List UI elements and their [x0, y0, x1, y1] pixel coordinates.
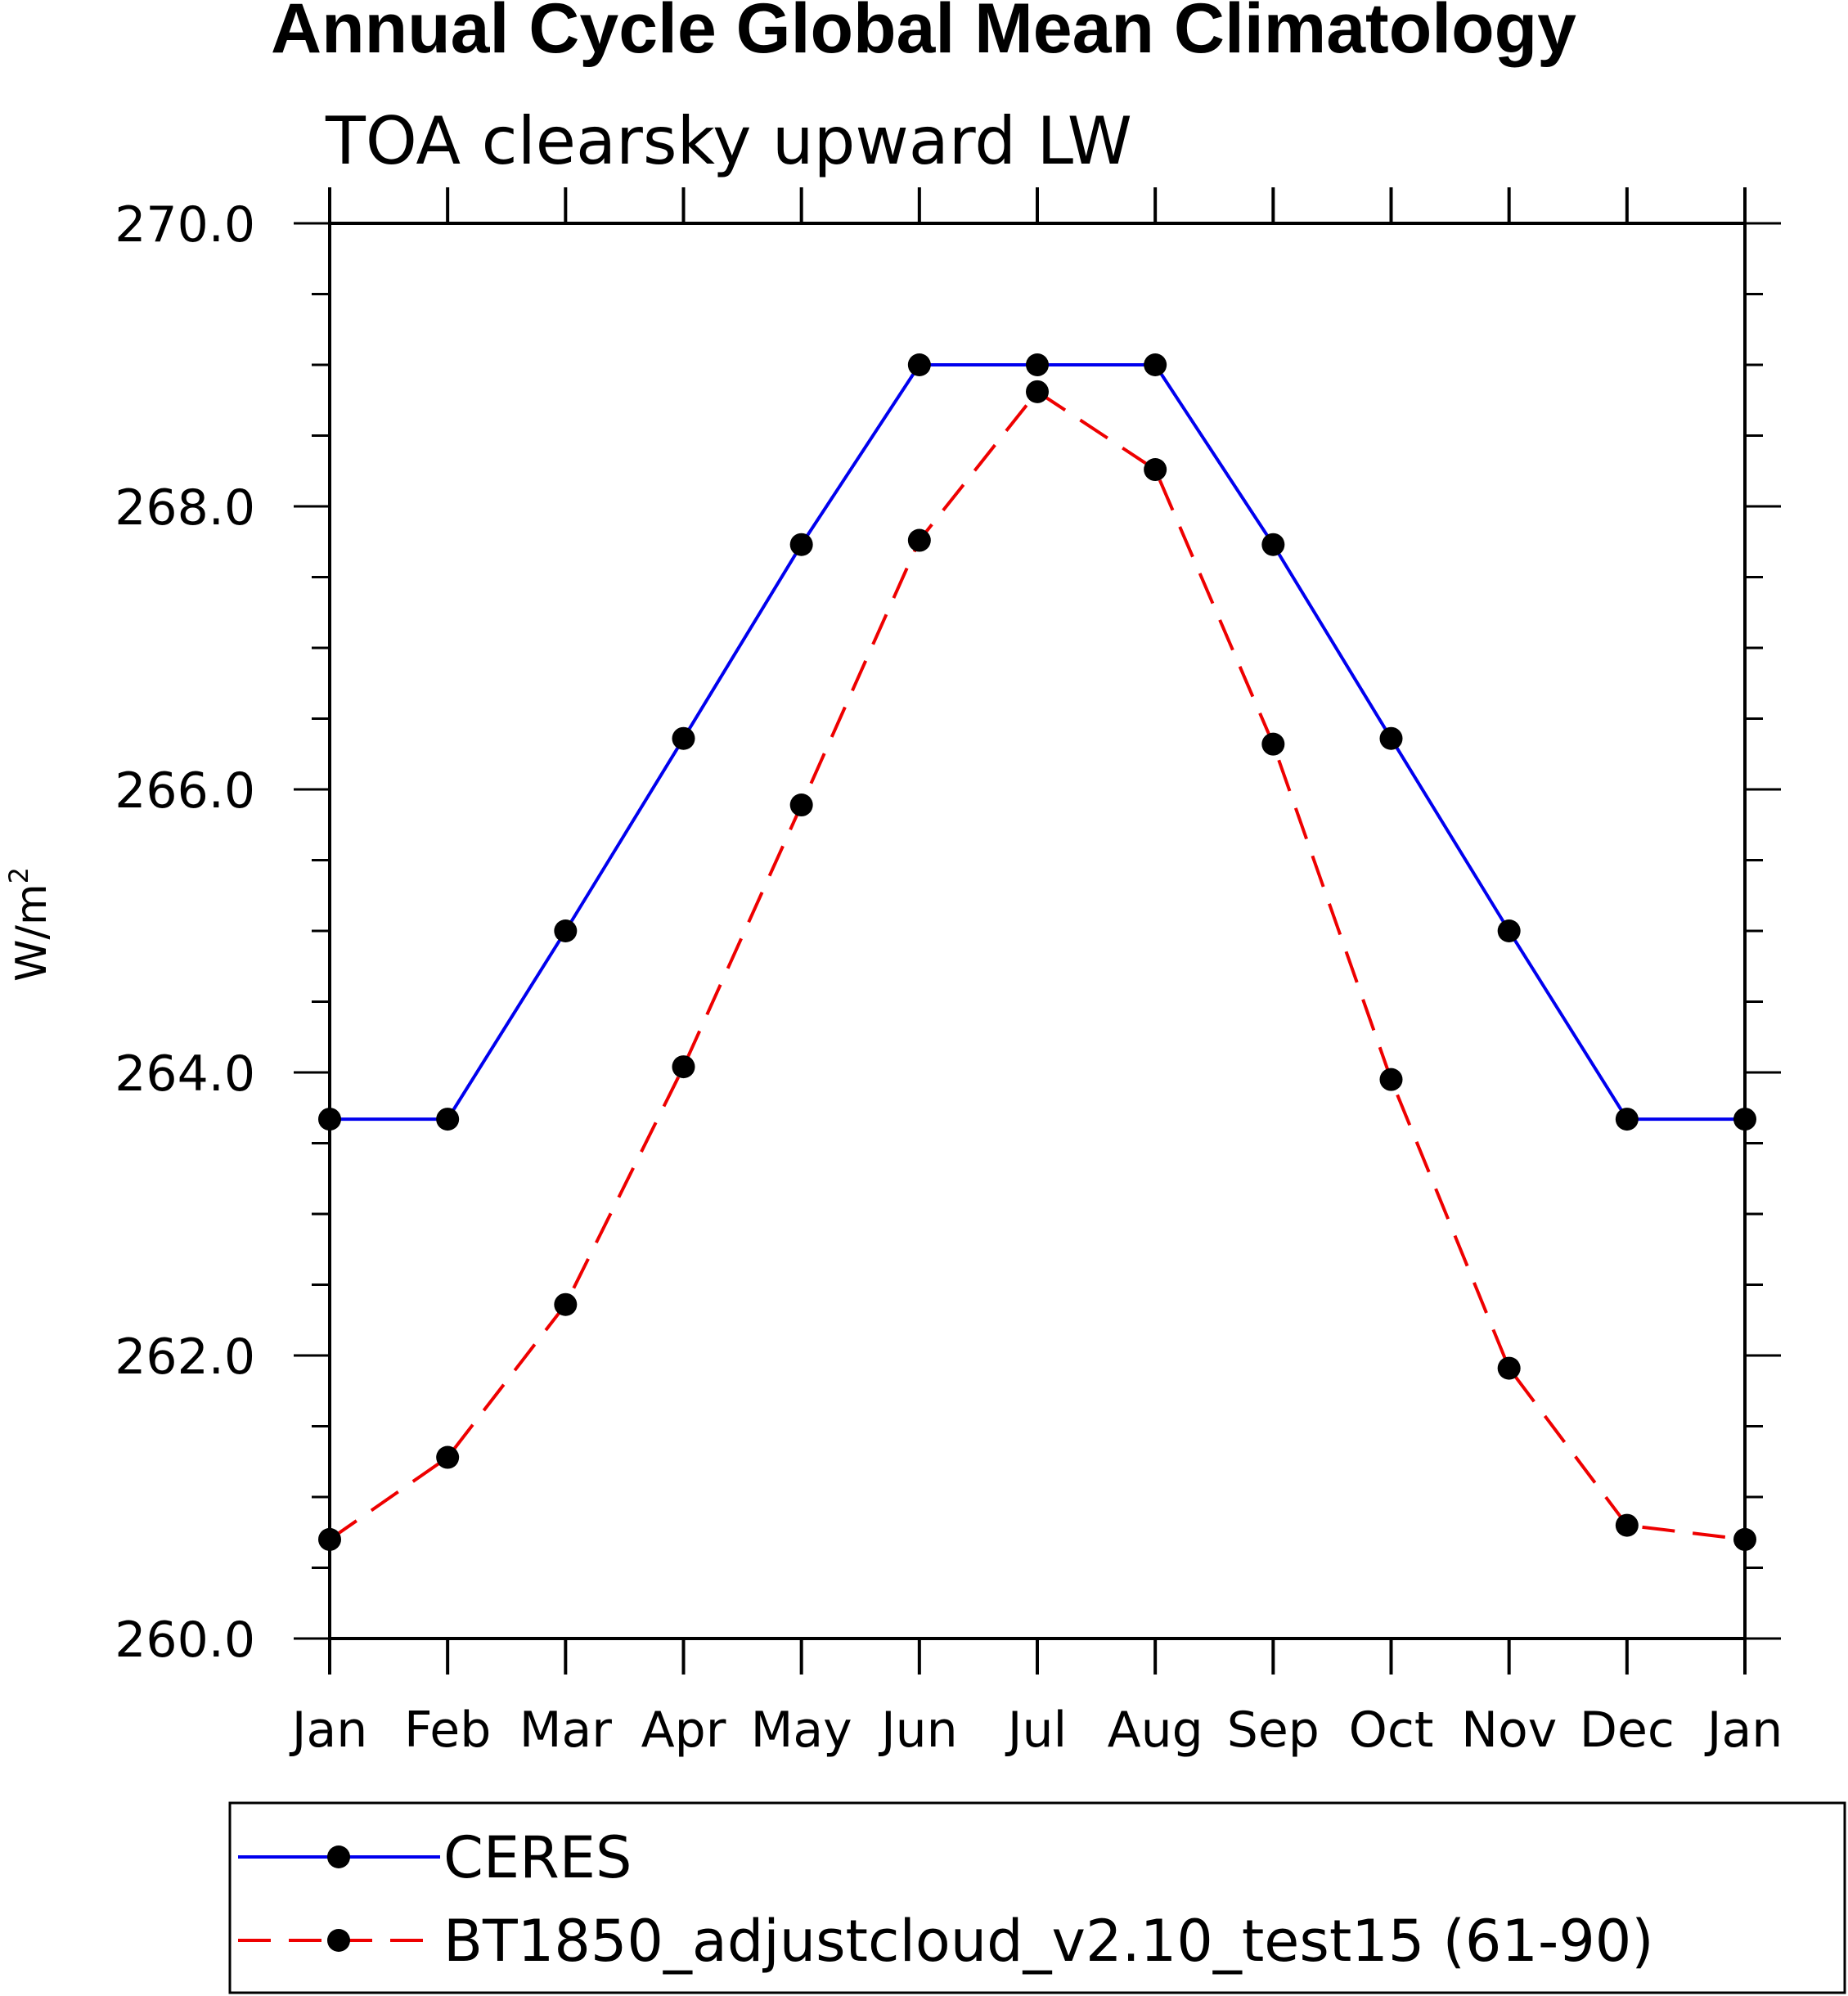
legend-marker-1	[327, 1845, 350, 1868]
series-2-point	[1379, 1068, 1403, 1091]
y-tick-label: 264.0	[115, 1045, 255, 1103]
series-2-point	[1144, 458, 1167, 482]
axes	[328, 222, 1747, 1640]
legend-box	[228, 1801, 1846, 1994]
x-tick-label: Oct	[1349, 1702, 1434, 1759]
x-tick-label: Feb	[404, 1702, 491, 1759]
y-axis-label-base: W/m	[7, 883, 56, 982]
y-tick-label: 266.0	[115, 762, 255, 820]
series-2-point	[1261, 732, 1285, 756]
x-tick-label: Dec	[1580, 1702, 1675, 1759]
series-1-point	[672, 726, 695, 750]
x-tick-label: May	[751, 1702, 852, 1759]
x-tick-label: Apr	[641, 1702, 726, 1759]
series-2-point	[672, 1055, 695, 1079]
series-1-point	[1497, 919, 1521, 942]
series-2-point	[1026, 380, 1049, 403]
series-2-point	[1615, 1513, 1639, 1537]
y-axis-label: W/m2	[3, 867, 56, 982]
legend-marker-2	[327, 1929, 350, 1952]
y-tick-label: 268.0	[115, 479, 255, 537]
ticks: Jan Feb Mar Apr May Jun Jul Aug Sep Oct Nov Dec Jan 2…	[115, 187, 1783, 1759]
plot-frame	[328, 222, 1747, 1640]
series-1-point	[1379, 726, 1403, 750]
chart-subtitle: TOA clearsky upward LW	[325, 103, 1132, 179]
series-2-point	[907, 528, 931, 552]
series-2-point	[1497, 1356, 1521, 1380]
series-1-point	[789, 533, 813, 556]
x-tick-label: Jan	[289, 1702, 368, 1759]
x-tick-label: Sep	[1227, 1702, 1320, 1759]
x-tick-label: Mar	[519, 1702, 613, 1759]
x-tick-label: Jul	[1005, 1702, 1067, 1759]
series	[318, 353, 1756, 1551]
series-1-point	[436, 1108, 460, 1131]
chart-title: Annual Cycle Global Mean Climatology	[271, 0, 1576, 68]
series-1-point	[1615, 1108, 1639, 1131]
series-1-point	[1144, 353, 1167, 376]
series-2-point	[554, 1292, 578, 1316]
series-2-point	[1733, 1527, 1756, 1551]
y-tick-label: 270.0	[115, 196, 255, 254]
x-tick-label: Jun	[878, 1702, 958, 1759]
x-tick-label: Jan	[1704, 1702, 1783, 1759]
legend-label-2: BT1850_adjustcloud_v2.10_test15 (61-90)	[443, 1908, 1654, 1975]
series-1-point	[1026, 353, 1049, 376]
series-line-1	[330, 363, 1745, 1122]
y-axis-label-superscript: 2	[3, 867, 34, 883]
series-1-point	[554, 919, 578, 942]
legend-label-1: CERES	[443, 1824, 632, 1891]
series-2-point	[789, 793, 813, 817]
series-1-point	[318, 1108, 341, 1131]
x-tick-label: Nov	[1461, 1702, 1557, 1759]
y-tick-label: 262.0	[115, 1328, 255, 1386]
series-1-point	[1733, 1108, 1756, 1131]
x-tick-label: Aug	[1108, 1702, 1203, 1759]
legend: CERES BT1850_adjustcloud_v2.10_test15 (61…	[228, 1801, 1846, 1994]
y-tick-label: 260.0	[115, 1612, 255, 1669]
series-1-point	[907, 353, 931, 376]
series-2-point	[318, 1527, 341, 1551]
series-2-point	[436, 1445, 460, 1469]
series-1-point	[1261, 533, 1285, 556]
